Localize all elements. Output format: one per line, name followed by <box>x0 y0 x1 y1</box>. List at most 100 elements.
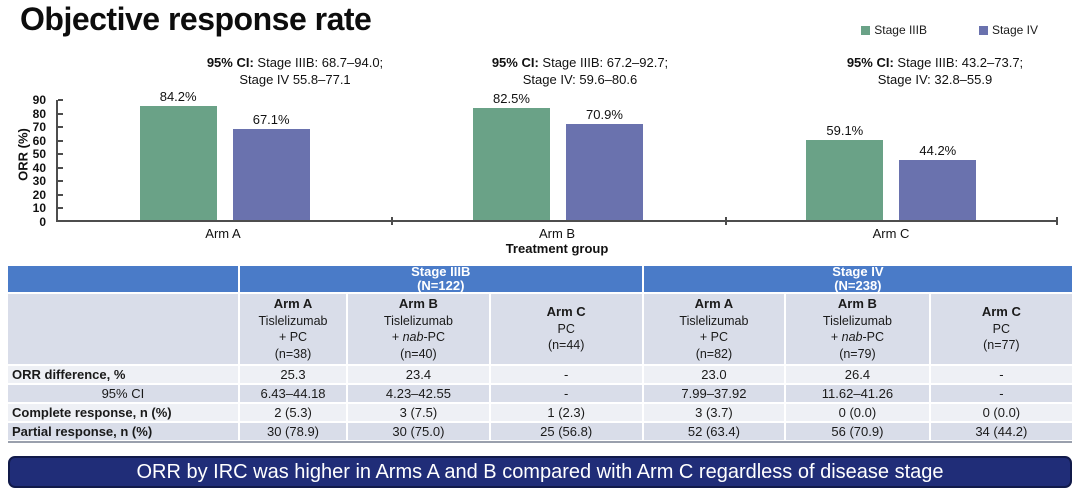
table-cell: 30 (78.9) <box>239 423 347 440</box>
arm-name: Arm A <box>694 296 734 312</box>
bar-stage-iiib <box>472 108 550 220</box>
arm-detail: + nab-PC <box>830 330 885 345</box>
arm-detail: Tislelizumab <box>383 314 453 329</box>
arm-detail: Tislelizumab <box>679 314 749 329</box>
chart-legend: Stage IIIB Stage IV <box>861 23 1038 37</box>
orr-bar-chart: ORR (%) 0 10 20 30 40 50 60 70 80 90 84.2% 67.1% 82… <box>8 89 1072 257</box>
bar-group-arm-b: 82.5% 70.9% <box>391 91 724 220</box>
arm-header-0: Arm A Tislelizumab + PC (n=38) <box>239 294 347 364</box>
row-label: Complete response, n (%) <box>8 404 238 421</box>
ci-prefix: 95% CI: <box>846 55 894 70</box>
table-cell: 34 (44.2) <box>930 423 1072 440</box>
page-title: Objective response rate <box>20 1 372 37</box>
table-cell: 3 (3.7) <box>643 404 785 421</box>
y-tick-mark <box>58 139 63 142</box>
y-tick-mark <box>58 166 63 169</box>
y-tick-label: 30 <box>32 174 46 189</box>
ci-line1: Stage IIIB: 43.2–73.7; <box>897 55 1024 70</box>
bar-stage-iv <box>565 123 643 220</box>
bar-wrap: 84.2% <box>139 89 217 220</box>
x-tick-mark <box>724 217 727 225</box>
table-cell: 7.99–37.92 <box>643 385 785 402</box>
arm-name: Arm A <box>273 296 313 312</box>
ci-prefix: 95% CI: <box>206 55 254 70</box>
y-tick-mark <box>58 193 63 196</box>
arm-detail: (n=82) <box>695 346 733 361</box>
table-cell: 11.62–41.26 <box>786 385 929 402</box>
arm-detail: + PC <box>278 330 308 345</box>
plot-area: 84.2% 67.1% 82.5% 70.9% 59.1% 44.2% <box>56 89 1058 225</box>
group-header-sub: (N=122) <box>417 278 465 293</box>
table-corner-cell <box>8 266 238 292</box>
y-tick-label: 40 <box>32 160 46 175</box>
legend-label: Stage IV <box>991 23 1038 37</box>
y-tick-label: 70 <box>32 120 46 135</box>
y-tick-mark <box>58 180 63 183</box>
ci-annotation-arm-b: 95% CI: Stage IIIB: 67.2–92.7; Stage IV:… <box>420 55 740 89</box>
subheader-blank-cell <box>8 294 238 364</box>
bar-value-label: 59.1% <box>826 122 864 138</box>
y-tick-label: 20 <box>32 187 46 202</box>
legend-item-stage-iv: Stage IV <box>978 23 1038 37</box>
bar-stage-iv <box>899 160 977 220</box>
table-cell: - <box>490 385 642 402</box>
group-header-sub: (N=238) <box>834 278 882 293</box>
arm-detail: (n=40) <box>400 346 437 361</box>
x-axis-labels: Arm A Arm B Arm C <box>56 226 1058 241</box>
ci-line2: Stage IV 55.8–77.1 <box>239 71 351 87</box>
group-header-stage-iiib: Stage IIIB (N=122) <box>239 263 642 293</box>
x-axis-title: Treatment group <box>505 241 609 256</box>
table-cell: 0 (0.0) <box>786 404 929 421</box>
y-axis: 0 10 20 30 40 50 60 70 80 90 <box>22 94 48 228</box>
bar-wrap: 67.1% <box>232 112 310 220</box>
conclusion-banner: ORR by IRC was higher in Arms A and B co… <box>8 456 1072 488</box>
group-header-stage-iv: Stage IV (N=238) <box>643 263 1072 293</box>
y-tick-label: 10 <box>32 201 46 216</box>
y-tick-mark <box>58 112 63 115</box>
y-tick-label: 50 <box>32 147 46 162</box>
x-label-arm-b: Arm B <box>538 226 576 241</box>
bar-wrap: 44.2% <box>899 143 977 220</box>
y-tick-label: 0 <box>39 215 46 229</box>
x-label-arm-a: Arm A <box>205 226 241 241</box>
group-header-label: Stage IV <box>832 263 884 279</box>
ci-line2: Stage IV: 59.6–80.6 <box>522 71 638 87</box>
conclusion-text: ORR by IRC was higher in Arms A and B co… <box>136 460 944 483</box>
bar-wrap: 70.9% <box>565 106 643 220</box>
arm-header-3: Arm A Tislelizumab + PC (n=82) <box>643 294 785 364</box>
x-label-arm-c: Arm C <box>872 226 910 241</box>
bar-wrap: 82.5% <box>472 91 550 220</box>
table-cell: - <box>930 366 1072 383</box>
table-cell: 25 (56.8) <box>490 423 642 440</box>
y-tick-label: 90 <box>32 93 46 107</box>
bar-stage-iv <box>232 129 310 220</box>
bar-stage-iiib <box>139 105 217 220</box>
legend-item-stage-iiib: Stage IIIB <box>861 23 927 37</box>
ci-annotation-arm-c: 95% CI: Stage IIIB: 43.2–73.7; Stage IV:… <box>775 55 1080 89</box>
group-header-label: Stage IIIB <box>411 263 471 279</box>
arm-header-4: Arm B Tislelizumab + nab-PC (n=79) <box>786 294 929 364</box>
ci-prefix: 95% CI: <box>491 55 539 70</box>
table-cell: 25.3 <box>239 366 347 383</box>
bar-value-label: 70.9% <box>586 106 623 122</box>
arm-detail: Tislelizumab <box>822 314 892 329</box>
y-tick-mark <box>58 153 63 156</box>
row-label: 95% CI <box>8 385 238 402</box>
bar-value-label: 44.2% <box>919 143 957 159</box>
y-tick-mark <box>58 99 63 101</box>
table-cell: 52 (63.4) <box>643 423 785 440</box>
arm-name: Arm C <box>981 304 1021 320</box>
arm-name: Arm B <box>398 296 438 312</box>
bar-wrap: 59.1% <box>806 122 884 220</box>
table-cell: - <box>490 366 642 383</box>
table-cell: 4.23–42.55 <box>348 385 489 402</box>
x-tick-mark <box>1056 217 1058 225</box>
table-cell: 1 (2.3) <box>490 404 642 421</box>
arm-name: Arm C <box>546 304 586 320</box>
row-label: ORR difference, % <box>8 366 238 383</box>
table-cell: 56 (70.9) <box>786 423 929 440</box>
row-label: Partial response, n (%) <box>8 423 238 440</box>
table-cell: 30 (75.0) <box>348 423 489 440</box>
table-cell: 23.4 <box>348 366 489 383</box>
table-cell: 6.43–44.18 <box>239 385 347 402</box>
